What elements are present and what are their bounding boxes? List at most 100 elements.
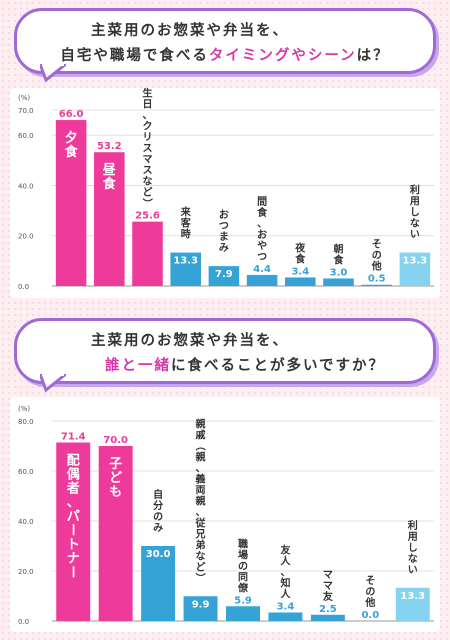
svg-text:夕: 夕 [65, 130, 78, 146]
svg-text:ま: ま [219, 231, 229, 243]
svg-text:、: 、 [196, 507, 206, 518]
category-label: 朝食 [333, 242, 345, 266]
svg-text:食: 食 [65, 144, 79, 160]
y-unit-label: (%) [18, 405, 30, 413]
bar [170, 252, 201, 286]
svg-text:場: 場 [238, 548, 248, 561]
svg-text:知: 知 [279, 577, 290, 590]
svg-text:、: 、 [196, 463, 206, 474]
value-label: 9.9 [192, 599, 210, 610]
value-label: 53.2 [97, 141, 122, 152]
value-label: 71.4 [61, 432, 86, 443]
question-bubble-2-tail [40, 374, 66, 392]
y-tick-label: 0.0 [18, 618, 29, 626]
svg-text:同: 同 [238, 571, 248, 583]
bar [399, 252, 431, 286]
svg-text:食: 食 [256, 206, 268, 219]
bar [246, 274, 278, 286]
bar [323, 278, 354, 286]
svg-text:ど: ど [109, 471, 122, 486]
bar [208, 266, 240, 286]
svg-text:、: 、 [280, 568, 290, 579]
question-1-line-2-suffix: は？ [356, 48, 390, 64]
y-tick-label: 20.0 [18, 233, 34, 241]
svg-text:も: も [109, 485, 122, 500]
svg-text:ー: ー [65, 565, 80, 578]
y-tick-label: 60.0 [18, 132, 34, 140]
svg-text:そ: そ [365, 575, 375, 587]
svg-text:偶: 偶 [67, 467, 80, 483]
question-2-highlight: 誰と一緒 [104, 358, 171, 374]
svg-text:者: 者 [66, 481, 80, 497]
value-label: 7.9 [215, 269, 233, 280]
svg-text:客: 客 [180, 217, 192, 230]
bar [55, 120, 87, 286]
svg-text:時: 時 [181, 228, 191, 241]
value-label: 3.4 [277, 602, 295, 613]
svg-text:（: （ [194, 441, 207, 451]
svg-text:職: 職 [238, 537, 248, 550]
svg-text:ク: ク [143, 121, 153, 133]
svg-text:他: 他 [364, 596, 375, 609]
svg-text:分: 分 [153, 499, 163, 512]
svg-text:ど: ど [143, 186, 153, 199]
bar [310, 614, 345, 621]
svg-text:ど: ど [196, 560, 206, 573]
bar [268, 612, 303, 621]
chart-eating-companions: (%)0.020.040.060.080.071.4配偶者、パートナー70.0子… [18, 405, 434, 626]
svg-text:の: の [365, 587, 375, 598]
svg-text:人: 人 [280, 555, 291, 568]
value-label: 3.4 [291, 266, 309, 277]
bar [226, 606, 260, 621]
bar [94, 152, 125, 286]
svg-text:自: 自 [153, 488, 163, 501]
svg-text:間: 間 [257, 196, 267, 208]
category-label: その他 [371, 239, 382, 273]
question-1-highlight: タイミングやシーン [208, 48, 357, 64]
y-tick-label: 40.0 [18, 182, 34, 190]
svg-text:そ: そ [372, 239, 382, 251]
svg-text:な: な [196, 550, 206, 562]
svg-text:リ: リ [143, 132, 153, 144]
svg-text:マ: マ [143, 155, 153, 166]
svg-text:弟: 弟 [196, 538, 206, 551]
value-label: 4.4 [253, 264, 271, 275]
svg-text:ト: ト [67, 538, 80, 553]
svg-text:親: 親 [196, 494, 206, 507]
y-tick-label: 40.0 [18, 518, 34, 526]
y-tick-label: 0.0 [18, 283, 29, 291]
svg-text:な: な [410, 218, 420, 230]
value-label: 13.3 [403, 256, 428, 267]
svg-text:、: 、 [257, 219, 267, 230]
svg-text:配: 配 [67, 454, 80, 469]
svg-text:戚: 戚 [196, 428, 206, 441]
svg-text:食: 食 [103, 176, 117, 192]
value-label: 3.0 [330, 267, 348, 278]
svg-text:食: 食 [333, 253, 345, 266]
svg-text:い: い [408, 565, 418, 576]
svg-text:利: 利 [408, 519, 418, 532]
bar [361, 284, 392, 286]
chart-panel-2: (%) 0.0 20.0 40.0 60.0 80.0 71.4 配偶者、パートナー 70.0 子… [10, 397, 440, 632]
svg-text:つ: つ [257, 252, 267, 263]
svg-text:マ: マ [323, 581, 333, 592]
svg-text:ス: ス [143, 143, 153, 155]
svg-text:い: い [410, 230, 420, 241]
bar [395, 587, 430, 621]
svg-text:）: ） [194, 573, 207, 583]
svg-text:の: の [372, 251, 382, 262]
svg-text:ナ: ナ [67, 552, 80, 567]
value-label: 30.0 [146, 549, 171, 560]
question-2-line-2-suffix: 食べることが多いですか？ [187, 358, 386, 374]
category-label: 間食、おやつ [256, 196, 268, 263]
value-label: 25.6 [135, 211, 160, 222]
svg-text:朝: 朝 [334, 242, 344, 255]
svg-text:み: み [219, 242, 229, 254]
svg-text:お: お [219, 209, 229, 221]
